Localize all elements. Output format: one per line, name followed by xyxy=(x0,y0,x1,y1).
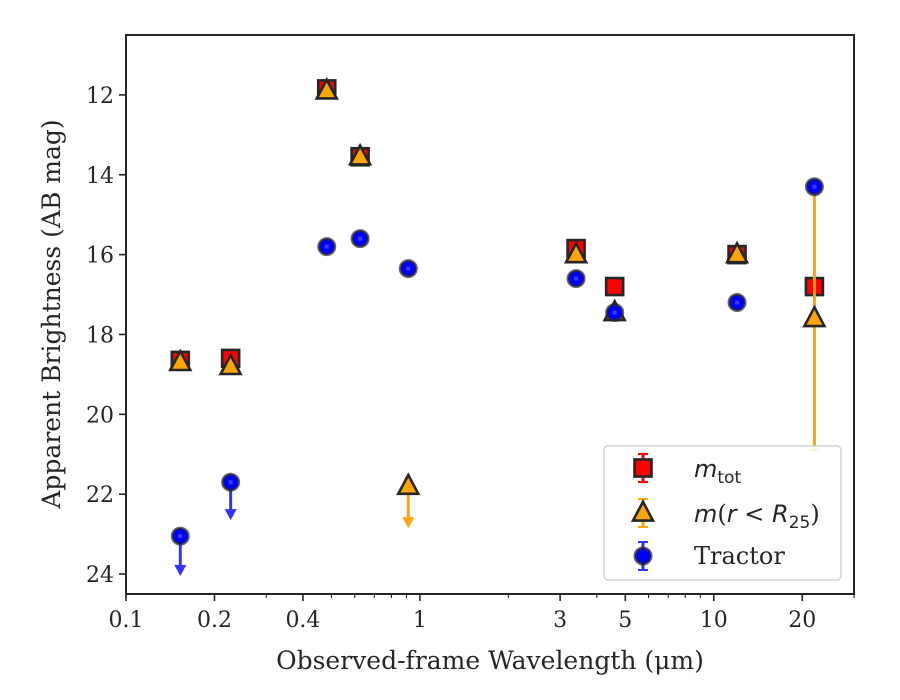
upper-limit-arrow-head xyxy=(174,565,187,577)
x-axis-label: Observed-frame Wavelength (μm) xyxy=(276,646,704,675)
y-tick-label: 22 xyxy=(86,483,114,508)
data-point-errdot xyxy=(735,300,740,305)
data-point-triangle xyxy=(724,240,750,264)
data-point-errdot xyxy=(178,534,183,539)
data-point-errdot xyxy=(324,244,329,249)
data-point-triangle xyxy=(563,240,589,264)
legend-marker-triangle xyxy=(630,499,656,522)
data-point-errdot xyxy=(612,310,617,315)
y-axis-label: Apparent Brightness (AB mag) xyxy=(37,119,66,509)
data-marks xyxy=(168,76,827,577)
x-tick-label: 1 xyxy=(413,608,427,633)
legend-marker-square xyxy=(633,458,653,478)
x-tick-label: 20 xyxy=(788,608,816,633)
y-tick-label: 20 xyxy=(86,403,114,428)
legend-box xyxy=(603,445,842,581)
x-tick-label: 0.2 xyxy=(197,608,232,633)
legend: mtot m(r < R25) Tractor xyxy=(603,445,842,581)
y-tick-label: 12 xyxy=(86,84,114,109)
y-tick-label: 24 xyxy=(86,563,114,588)
upper-limit-arrow-head xyxy=(224,509,237,521)
data-point-triangle xyxy=(396,472,421,496)
series-tractor xyxy=(170,177,824,577)
data-point-triangle xyxy=(218,352,243,376)
y-tick-label: 16 xyxy=(86,244,114,269)
legend-label-tractor: Tractor xyxy=(694,542,785,570)
legend-marker-circle xyxy=(633,546,653,566)
data-point-triangle xyxy=(314,76,339,100)
data-point-errdot xyxy=(574,276,579,281)
data-point-square xyxy=(604,276,625,297)
x-tick-label: 3 xyxy=(553,608,567,633)
upper-limit-arrow-head xyxy=(402,517,415,529)
data-point-errdot xyxy=(228,480,233,485)
y-tick-label: 18 xyxy=(86,323,114,348)
data-point-triangle xyxy=(802,304,827,328)
x-tick-label: 0.4 xyxy=(285,608,320,633)
y-tick-label: 14 xyxy=(86,164,114,189)
legend-label-m-tot: mtot xyxy=(694,455,741,488)
data-point-triangle xyxy=(168,348,193,372)
data-point-triangle xyxy=(347,142,373,166)
x-tick-label: 5 xyxy=(618,608,632,633)
data-point-errdot xyxy=(812,184,817,189)
axes: 0.1 0.2 0.4 1 3 5 10 20 12 14 16 18 20 22 24 xyxy=(86,84,855,633)
plot-frame xyxy=(125,34,855,595)
legend-label-m-r25: m(r < R25) xyxy=(694,500,820,533)
x-tick-label: 10 xyxy=(700,608,728,633)
data-point-errdot xyxy=(358,236,363,241)
x-tick-label: 0.1 xyxy=(109,608,144,633)
data-point-errdot xyxy=(406,266,411,271)
